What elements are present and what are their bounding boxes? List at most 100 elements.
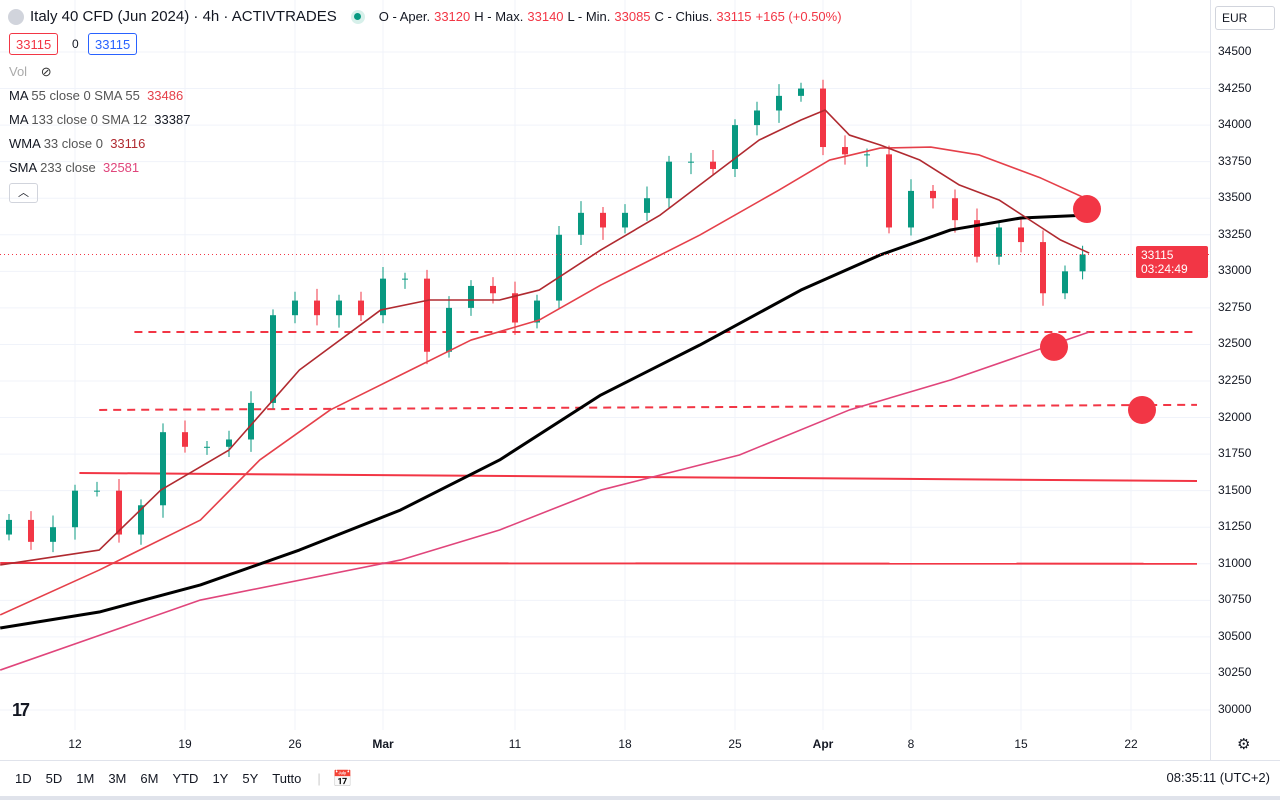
price-tick-label: 34500 <box>1218 44 1252 58</box>
price-axis-divider <box>1210 0 1211 760</box>
candle-body <box>556 234 562 301</box>
line-wma33 <box>0 109 1090 566</box>
indicator-name: MA <box>9 88 28 103</box>
legend-ma55[interactable]: MA 55 close 0 SMA 55 33486 <box>9 88 183 103</box>
date-range-calendar-icon[interactable]: 📅 <box>332 770 353 788</box>
price-tick-label: 32250 <box>1218 372 1252 387</box>
symbol-title[interactable]: Italy 40 CFD (Jun 2024) · 4h · ACTIVTRAD… <box>30 8 337 25</box>
line-ma55 <box>0 146 1090 616</box>
close-value: 33115 <box>716 9 752 24</box>
candle-body <box>116 490 122 535</box>
settings-gear-icon[interactable]: ⚙ <box>1237 736 1251 753</box>
candle-body <box>28 519 34 542</box>
legend-ma133[interactable]: MA 133 close 0 SMA 12 33387 <box>9 112 190 127</box>
candle-body <box>138 505 144 535</box>
legend-wma33[interactable]: WMA 33 close 0 33116 <box>9 136 145 151</box>
symbol-logo-icon <box>8 8 24 25</box>
range-button-1y[interactable]: 1Y <box>212 771 229 786</box>
time-tick-label: 26 <box>288 737 302 751</box>
candle-body <box>94 490 100 492</box>
candle-body <box>182 432 188 447</box>
range-button-3m[interactable]: 3M <box>108 771 127 786</box>
price-tick-label: 30250 <box>1218 665 1252 680</box>
candle-body <box>226 439 232 447</box>
candle-body <box>754 110 760 126</box>
bar-countdown: 03:24:49 <box>1141 262 1188 276</box>
candle-body <box>512 293 518 323</box>
open-label: O - Aper. <box>378 9 431 24</box>
collapse-legend-button[interactable]: ︿ <box>9 183 38 203</box>
range-button-6m[interactable]: 6M <box>140 771 159 786</box>
alert-marker <box>1040 332 1068 361</box>
range-button-ytd[interactable]: YTD <box>172 771 199 786</box>
price-tick-label: 33000 <box>1218 263 1252 278</box>
currency-select[interactable]: EUR <box>1215 6 1275 30</box>
candle-body <box>270 315 276 403</box>
range-button-1d[interactable]: 1D <box>15 771 32 786</box>
candle-body <box>160 432 166 506</box>
horizontal-level-line <box>79 471 1198 483</box>
current-price-label: 33115 03:24:49 <box>1136 246 1208 278</box>
candle-body <box>1079 254 1086 272</box>
indicator-params: 55 close 0 SMA 55 <box>31 88 140 103</box>
change-value: +165 (+0.50%) <box>755 9 842 24</box>
range-button-5d[interactable]: 5D <box>45 771 63 786</box>
candle-body <box>776 95 782 111</box>
candle-body <box>358 300 364 316</box>
vol-label: Vol <box>9 64 28 79</box>
price-tick-label: 30750 <box>1218 592 1252 607</box>
price-tick-label: 33250 <box>1218 226 1252 241</box>
indicator-params: 133 close 0 SMA 12 <box>31 112 148 127</box>
alert-marker <box>1128 395 1156 424</box>
candle-body <box>600 212 606 228</box>
bottom-strip <box>0 796 1280 800</box>
candle-body <box>6 519 12 535</box>
horizontal-level-line <box>0 562 1198 565</box>
time-tick-label: 22 <box>1124 737 1138 751</box>
sell-price-button[interactable]: 33115 <box>9 33 59 55</box>
tradingview-logo[interactable]: 17 <box>12 700 30 720</box>
range-button-5y[interactable]: 5Y <box>242 771 259 786</box>
candle-body <box>930 190 936 199</box>
time-tick-label: Apr <box>812 737 834 751</box>
time-tick-label: 15 <box>1014 737 1028 751</box>
line-ma133 <box>0 213 1090 630</box>
high-label: H - Max. <box>474 9 524 24</box>
price-tick-label: 31750 <box>1218 446 1252 461</box>
candle-body <box>292 300 298 316</box>
candle-body <box>204 446 210 448</box>
time-tick-label: Mar <box>372 737 394 751</box>
candle-body <box>908 190 914 228</box>
range-button-tutto[interactable]: Tutto <box>272 771 302 786</box>
candle-body <box>314 300 320 316</box>
chart-header: Italy 40 CFD (Jun 2024) · 4h · ACTIVTRAD… <box>8 8 842 25</box>
candle-body <box>688 161 694 163</box>
time-tick-label: 12 <box>68 737 82 751</box>
indicator-params: 33 close 0 <box>43 136 103 151</box>
candle-body <box>820 88 826 148</box>
price-tick-label: 33500 <box>1218 190 1252 205</box>
candle-body <box>336 300 342 316</box>
candle-body <box>380 278 386 316</box>
legend-vol[interactable]: Vol ⊘ <box>9 64 52 80</box>
clock-timezone[interactable]: 08:35:11 (UTC+2) <box>1166 770 1270 785</box>
candle-body <box>534 300 540 323</box>
candle-body <box>578 212 584 235</box>
indicator-name: WMA <box>9 136 41 151</box>
range-button-1m[interactable]: 1M <box>76 771 95 786</box>
candle-body <box>622 212 628 228</box>
price-tick-label: 31250 <box>1218 519 1252 534</box>
indicator-name: SMA <box>9 160 37 175</box>
close-label: C - Chius. <box>654 9 713 24</box>
legend-sma233[interactable]: SMA 233 close 32581 <box>9 160 139 175</box>
candle-body <box>402 278 408 280</box>
time-tick-label: 11 <box>508 737 522 751</box>
buy-price-button[interactable]: 33115 <box>88 33 138 55</box>
price-chart[interactable] <box>0 0 1210 760</box>
indicator-params: 233 close <box>40 160 96 175</box>
candle-body <box>248 402 254 440</box>
eye-hidden-icon[interactable]: ⊘ <box>40 64 52 79</box>
candle-body <box>710 161 716 169</box>
low-value: 33085 <box>614 9 651 24</box>
ohlc-values: O - Aper. 33120 H - Max. 33140 L - Min. 330… <box>379 9 842 24</box>
